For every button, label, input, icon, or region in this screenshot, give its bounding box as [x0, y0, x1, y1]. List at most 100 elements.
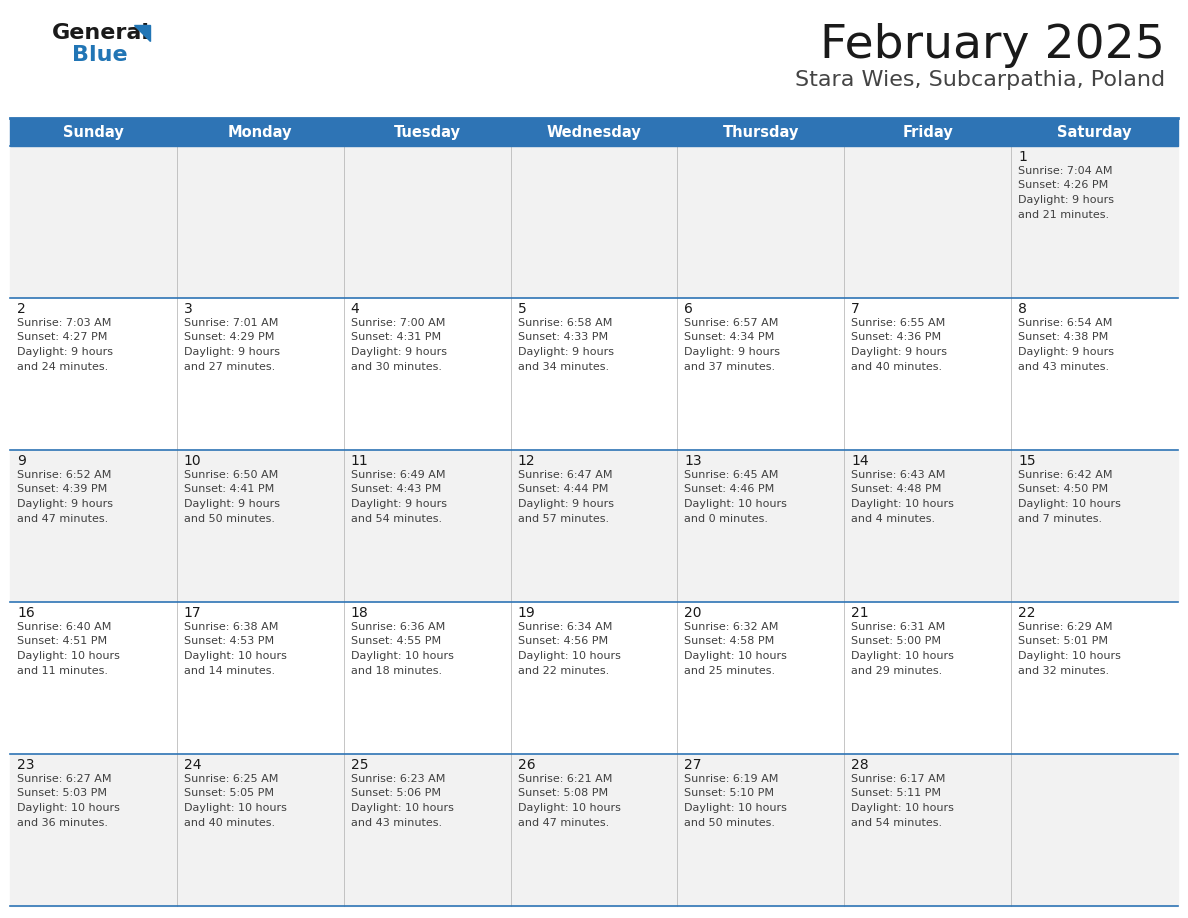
Bar — [10, 118, 1178, 146]
Text: 11: 11 — [350, 454, 368, 468]
Bar — [677, 450, 845, 602]
Text: Friday: Friday — [903, 125, 953, 140]
Text: and 11 minutes.: and 11 minutes. — [17, 666, 108, 676]
Text: 4: 4 — [350, 302, 360, 316]
Text: Stara Wies, Subcarpathia, Poland: Stara Wies, Subcarpathia, Poland — [795, 70, 1165, 90]
Bar — [845, 450, 1011, 602]
Bar — [343, 450, 511, 602]
Text: Sunset: 4:41 PM: Sunset: 4:41 PM — [184, 485, 274, 495]
Text: 14: 14 — [852, 454, 868, 468]
Text: Daylight: 10 hours: Daylight: 10 hours — [350, 651, 454, 661]
Text: Sunrise: 6:49 AM: Sunrise: 6:49 AM — [350, 470, 446, 480]
Bar — [10, 146, 177, 298]
Text: Sunset: 4:48 PM: Sunset: 4:48 PM — [852, 485, 942, 495]
Text: February 2025: February 2025 — [820, 23, 1165, 68]
Bar — [177, 450, 343, 602]
Text: 21: 21 — [852, 606, 868, 620]
Text: 12: 12 — [518, 454, 536, 468]
Text: and 40 minutes.: and 40 minutes. — [852, 362, 942, 372]
Text: and 36 minutes.: and 36 minutes. — [17, 818, 108, 827]
Text: Sunset: 5:06 PM: Sunset: 5:06 PM — [350, 789, 441, 799]
Text: Thursday: Thursday — [722, 125, 800, 140]
Text: Sunset: 5:10 PM: Sunset: 5:10 PM — [684, 789, 775, 799]
Text: Daylight: 10 hours: Daylight: 10 hours — [684, 499, 788, 509]
Text: and 43 minutes.: and 43 minutes. — [1018, 362, 1110, 372]
Text: Daylight: 9 hours: Daylight: 9 hours — [17, 347, 113, 357]
Text: and 27 minutes.: and 27 minutes. — [184, 362, 276, 372]
Bar — [10, 450, 177, 602]
Text: 24: 24 — [184, 758, 201, 772]
Text: 13: 13 — [684, 454, 702, 468]
Bar — [1011, 450, 1178, 602]
Text: Sunset: 4:43 PM: Sunset: 4:43 PM — [350, 485, 441, 495]
Text: Daylight: 9 hours: Daylight: 9 hours — [184, 347, 280, 357]
Text: Daylight: 9 hours: Daylight: 9 hours — [17, 499, 113, 509]
Text: Daylight: 10 hours: Daylight: 10 hours — [852, 803, 954, 813]
Text: 15: 15 — [1018, 454, 1036, 468]
Bar — [845, 146, 1011, 298]
Text: 16: 16 — [17, 606, 34, 620]
Text: Daylight: 10 hours: Daylight: 10 hours — [518, 651, 620, 661]
Bar — [177, 298, 343, 450]
Text: Daylight: 10 hours: Daylight: 10 hours — [684, 803, 788, 813]
Text: Sunset: 5:03 PM: Sunset: 5:03 PM — [17, 789, 107, 799]
Text: 27: 27 — [684, 758, 702, 772]
Text: Sunrise: 6:23 AM: Sunrise: 6:23 AM — [350, 774, 446, 784]
Text: General: General — [52, 23, 150, 43]
Text: and 47 minutes.: and 47 minutes. — [17, 513, 108, 523]
Text: Tuesday: Tuesday — [393, 125, 461, 140]
Bar — [511, 298, 677, 450]
Text: Sunrise: 6:34 AM: Sunrise: 6:34 AM — [518, 622, 612, 632]
Text: 17: 17 — [184, 606, 202, 620]
Bar — [511, 754, 677, 906]
Text: and 54 minutes.: and 54 minutes. — [350, 513, 442, 523]
Text: and 4 minutes.: and 4 minutes. — [852, 513, 935, 523]
Text: Sunrise: 6:36 AM: Sunrise: 6:36 AM — [350, 622, 446, 632]
Text: Daylight: 10 hours: Daylight: 10 hours — [17, 651, 120, 661]
Bar — [10, 298, 177, 450]
Bar — [1011, 298, 1178, 450]
Text: and 54 minutes.: and 54 minutes. — [852, 818, 942, 827]
Text: and 50 minutes.: and 50 minutes. — [684, 818, 776, 827]
Text: Sunset: 4:26 PM: Sunset: 4:26 PM — [1018, 181, 1108, 191]
Text: and 22 minutes.: and 22 minutes. — [518, 666, 608, 676]
Text: Sunset: 5:00 PM: Sunset: 5:00 PM — [852, 636, 941, 646]
Text: 1: 1 — [1018, 150, 1026, 164]
Text: Sunset: 4:44 PM: Sunset: 4:44 PM — [518, 485, 608, 495]
Text: and 21 minutes.: and 21 minutes. — [1018, 209, 1110, 219]
Text: and 50 minutes.: and 50 minutes. — [184, 513, 274, 523]
Text: Sunrise: 6:55 AM: Sunrise: 6:55 AM — [852, 318, 946, 328]
Text: and 29 minutes.: and 29 minutes. — [852, 666, 942, 676]
Text: Sunrise: 6:45 AM: Sunrise: 6:45 AM — [684, 470, 779, 480]
Text: Sunset: 4:38 PM: Sunset: 4:38 PM — [1018, 332, 1108, 342]
Text: Sunset: 4:36 PM: Sunset: 4:36 PM — [852, 332, 941, 342]
Bar — [677, 754, 845, 906]
Bar — [1011, 602, 1178, 754]
Text: Daylight: 10 hours: Daylight: 10 hours — [518, 803, 620, 813]
Text: and 24 minutes.: and 24 minutes. — [17, 362, 108, 372]
Text: Sunset: 4:58 PM: Sunset: 4:58 PM — [684, 636, 775, 646]
Text: 20: 20 — [684, 606, 702, 620]
Text: and 40 minutes.: and 40 minutes. — [184, 818, 274, 827]
Bar — [10, 602, 177, 754]
Polygon shape — [134, 25, 150, 41]
Bar — [845, 602, 1011, 754]
Text: Daylight: 10 hours: Daylight: 10 hours — [17, 803, 120, 813]
Text: Sunrise: 7:01 AM: Sunrise: 7:01 AM — [184, 318, 278, 328]
Text: Daylight: 9 hours: Daylight: 9 hours — [518, 347, 613, 357]
Text: 28: 28 — [852, 758, 868, 772]
Text: and 43 minutes.: and 43 minutes. — [350, 818, 442, 827]
Text: Sunrise: 6:17 AM: Sunrise: 6:17 AM — [852, 774, 946, 784]
Text: Sunrise: 6:57 AM: Sunrise: 6:57 AM — [684, 318, 779, 328]
Text: Sunset: 4:50 PM: Sunset: 4:50 PM — [1018, 485, 1108, 495]
Bar — [845, 754, 1011, 906]
Text: Daylight: 10 hours: Daylight: 10 hours — [184, 651, 286, 661]
Text: Sunset: 4:27 PM: Sunset: 4:27 PM — [17, 332, 107, 342]
Bar — [343, 146, 511, 298]
Bar — [1011, 146, 1178, 298]
Text: 26: 26 — [518, 758, 536, 772]
Text: Sunrise: 6:50 AM: Sunrise: 6:50 AM — [184, 470, 278, 480]
Text: Sunset: 5:08 PM: Sunset: 5:08 PM — [518, 789, 608, 799]
Text: Daylight: 10 hours: Daylight: 10 hours — [1018, 499, 1121, 509]
Text: and 57 minutes.: and 57 minutes. — [518, 513, 608, 523]
